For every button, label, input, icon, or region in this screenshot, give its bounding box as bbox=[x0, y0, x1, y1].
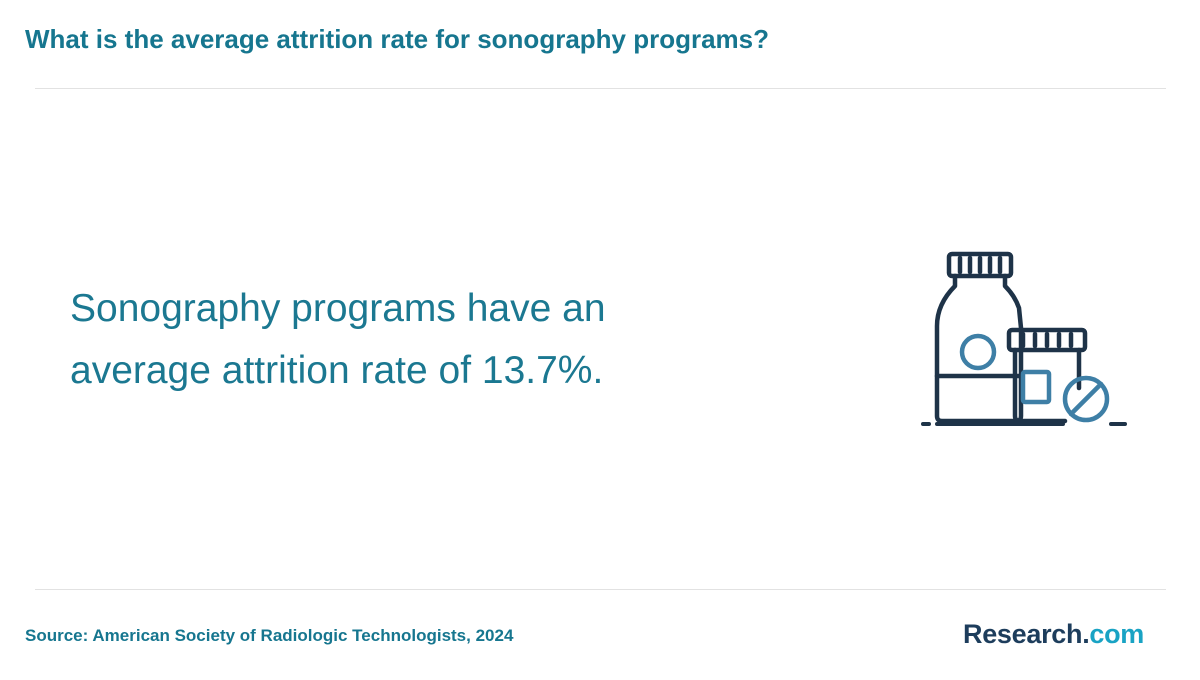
source-citation: Source: American Society of Radiologic T… bbox=[25, 626, 514, 645]
page-title: What is the average attrition rate for s… bbox=[25, 24, 770, 54]
research-com-logo: Research.com bbox=[963, 619, 1144, 650]
small-jar-label bbox=[1020, 369, 1052, 405]
statistic-line-2: average attrition rate of 13.7%. bbox=[70, 349, 604, 392]
statistic-line-1: Sonography programs have an bbox=[70, 287, 606, 330]
large-bottle-circle bbox=[959, 333, 997, 371]
small-jar-cap bbox=[1006, 327, 1088, 353]
top-divider bbox=[35, 88, 1166, 89]
small-jar-body bbox=[1012, 347, 1068, 424]
logo-dot: . bbox=[1082, 619, 1090, 649]
statistic-statement: Sonography programs have an average attr… bbox=[70, 278, 770, 402]
prohibition-pill-icon bbox=[1062, 375, 1110, 423]
logo-main-text: Research bbox=[963, 619, 1083, 649]
large-bottle-cap bbox=[946, 251, 1014, 279]
medicine-bottles-icon bbox=[921, 251, 1127, 426]
logo-tld-text: com bbox=[1089, 619, 1145, 649]
bottom-divider bbox=[35, 589, 1166, 590]
